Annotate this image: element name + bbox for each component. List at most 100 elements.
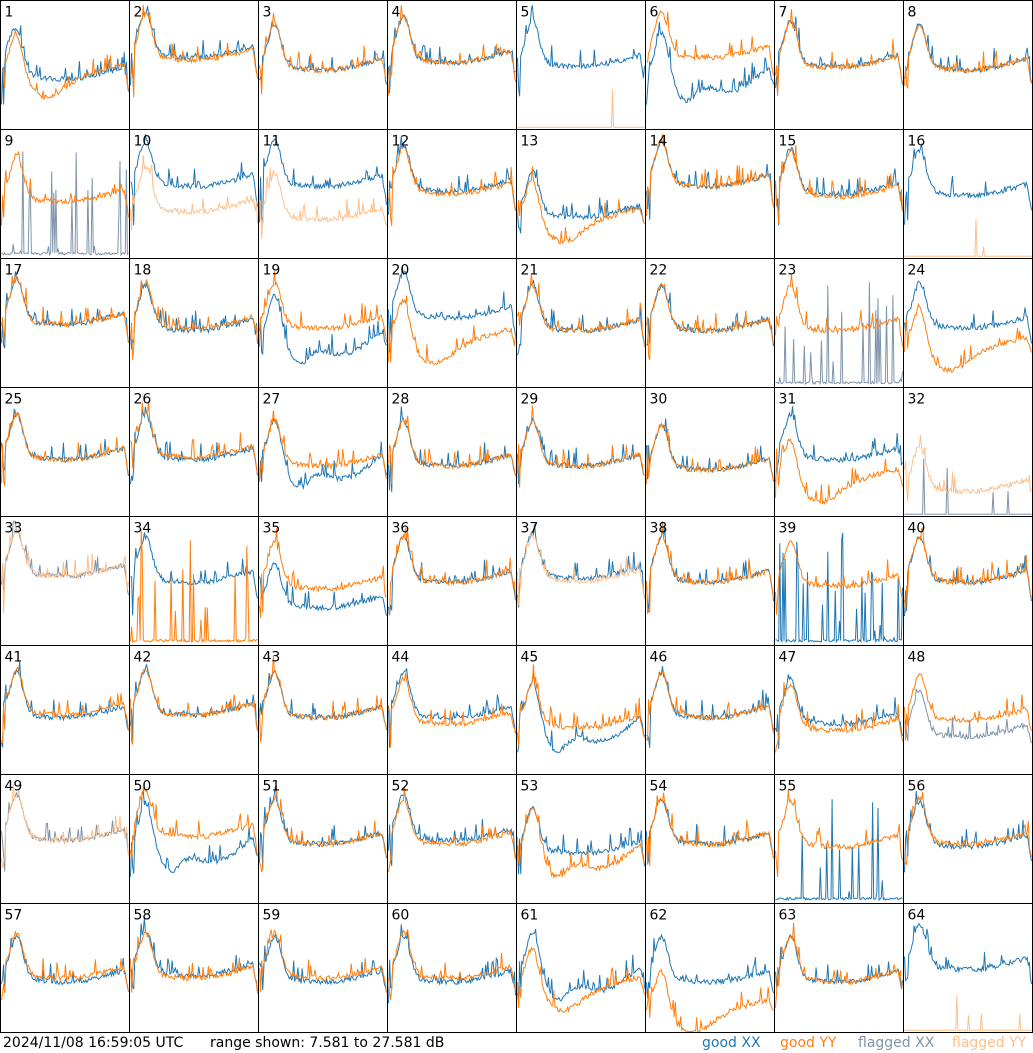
panel-12: 12 xyxy=(387,129,517,259)
panel-54: 54 xyxy=(645,774,775,904)
panel-label-9: 9 xyxy=(5,134,14,150)
legend-good-yy: good YY xyxy=(780,1035,837,1051)
panel-51: 51 xyxy=(258,774,388,904)
panel-label-47: 47 xyxy=(779,650,797,666)
panel-45: 45 xyxy=(516,645,646,775)
series-yy-46 xyxy=(646,670,774,741)
panel-60: 60 xyxy=(387,903,517,1033)
series-xx-6 xyxy=(646,21,774,105)
series-xx-18 xyxy=(130,281,258,350)
panel-label-23: 23 xyxy=(779,263,797,279)
panel-label-28: 28 xyxy=(392,392,410,408)
panel-16: 16 xyxy=(903,129,1033,259)
series-xx-50 xyxy=(130,789,258,877)
panel-label-36: 36 xyxy=(392,521,410,537)
series-yy-12 xyxy=(388,145,516,226)
panel-label-58: 58 xyxy=(134,908,152,924)
series-yy-20 xyxy=(388,295,516,365)
panel-label-51: 51 xyxy=(263,779,281,795)
panel-3: 3 xyxy=(258,0,388,130)
panel-26: 26 xyxy=(129,387,259,517)
panel-2: 2 xyxy=(129,0,259,130)
panel-44: 44 xyxy=(387,645,517,775)
series-xx-39 xyxy=(775,532,903,644)
series-yy-44 xyxy=(388,672,516,748)
panel-frame-46 xyxy=(645,645,775,775)
panel-label-37: 37 xyxy=(521,521,539,537)
series-yy-29 xyxy=(517,405,645,488)
panel-label-55: 55 xyxy=(779,779,797,795)
panel-label-3: 3 xyxy=(263,5,272,21)
panel-label-56: 56 xyxy=(908,779,926,795)
panel-label-42: 42 xyxy=(134,650,152,666)
series-yy-55 xyxy=(775,789,903,877)
series-yy-1 xyxy=(1,28,129,100)
series-yy-6 xyxy=(646,9,774,76)
series-yy-22 xyxy=(646,282,774,360)
series-yy-27 xyxy=(259,410,387,482)
series-yy-13 xyxy=(517,166,645,245)
series-yy-4 xyxy=(388,5,516,96)
panel-37: 37 xyxy=(516,516,646,646)
panel-62: 62 xyxy=(645,903,775,1033)
panel-frame-38 xyxy=(645,516,775,646)
panel-18: 18 xyxy=(129,258,259,388)
panel-frame-25 xyxy=(0,387,130,517)
panel-11: 11 xyxy=(258,129,388,259)
panel-frame-21 xyxy=(516,258,646,388)
panel-22: 22 xyxy=(645,258,775,388)
series-yy-7 xyxy=(775,9,903,97)
panel-17: 17 xyxy=(0,258,130,388)
panel-label-44: 44 xyxy=(392,650,410,666)
panel-47: 47 xyxy=(774,645,904,775)
panel-frame-47 xyxy=(774,645,904,775)
series-xx-45 xyxy=(517,672,645,754)
panel-label-31: 31 xyxy=(779,392,797,408)
panel-label-64: 64 xyxy=(908,908,926,924)
panel-label-2: 2 xyxy=(134,5,143,21)
panel-49: 49 xyxy=(0,774,130,904)
series-xx-13 xyxy=(517,169,645,234)
panel-label-16: 16 xyxy=(908,134,926,150)
panel-53: 53 xyxy=(516,774,646,904)
panel-frame-61 xyxy=(516,903,646,1033)
panel-label-24: 24 xyxy=(908,263,926,279)
series-xx-21 xyxy=(517,279,645,356)
panel-label-5: 5 xyxy=(521,5,530,21)
panel-label-12: 12 xyxy=(392,134,410,150)
series-yy-18 xyxy=(130,279,258,361)
panel-label-32: 32 xyxy=(908,392,926,408)
panel-43: 43 xyxy=(258,645,388,775)
panel-14: 14 xyxy=(645,129,775,259)
series-yy-58 xyxy=(130,931,258,994)
series-yy-36 xyxy=(388,527,516,616)
panel-label-6: 6 xyxy=(650,5,659,21)
series-xx-31 xyxy=(775,406,903,482)
series-yy-2 xyxy=(130,5,258,98)
panel-frame-53 xyxy=(516,774,646,904)
series-yy-59 xyxy=(259,929,387,993)
panel-40: 40 xyxy=(903,516,1033,646)
series-yy-41 xyxy=(1,666,129,743)
series-yy-25 xyxy=(1,410,129,487)
panel-label-48: 48 xyxy=(908,650,926,666)
panel-64: 64 xyxy=(903,903,1033,1033)
series-xx-51 xyxy=(259,785,387,869)
legend-flagged-yy: flagged YY xyxy=(952,1035,1027,1051)
panel-label-34: 34 xyxy=(134,521,152,537)
panel-label-19: 19 xyxy=(263,263,281,279)
series-xx-35 xyxy=(259,562,387,616)
panel-38: 38 xyxy=(645,516,775,646)
series-xx-19 xyxy=(259,293,387,365)
series-yy-23 xyxy=(775,274,903,347)
series-yy-16 xyxy=(904,218,1032,257)
legend-flagged-xx: flagged XX xyxy=(858,1035,935,1051)
series-yy-45 xyxy=(517,664,645,746)
panel-label-61: 61 xyxy=(521,908,539,924)
series-yy-11 xyxy=(259,168,387,239)
legend-good-xx: good XX xyxy=(702,1035,761,1051)
panel-label-39: 39 xyxy=(779,521,797,537)
panel-9: 9 xyxy=(0,129,130,259)
